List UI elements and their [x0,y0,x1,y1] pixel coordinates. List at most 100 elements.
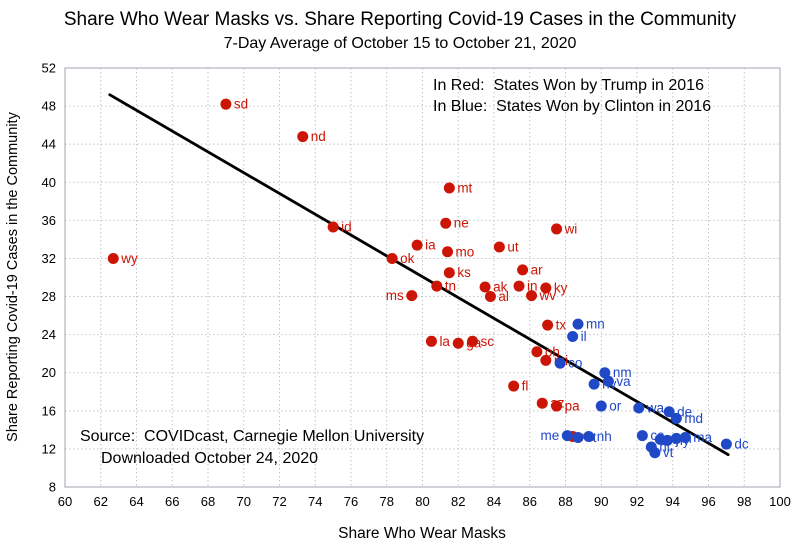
point-wi [551,223,563,235]
x-tick-label: 60 [58,494,72,509]
point-oh [531,346,543,358]
point-mn [572,318,584,330]
point-label-mo: mo [456,244,475,259]
source-line-2: Downloaded October 24, 2020 [101,450,318,467]
point-label-ut: ut [507,240,519,255]
point-wv [526,290,538,302]
x-tick-label: 86 [523,494,537,509]
y-tick-label: 44 [42,137,56,152]
y-tick-label: 28 [42,289,56,304]
x-tick-label: 94 [666,494,680,509]
point-ut [493,241,505,253]
point-label-vt: vt [663,445,674,460]
x-tick-label: 68 [201,494,215,509]
point-nv [588,378,600,390]
point-label-nm: nm [613,365,632,380]
x-tick-label: 64 [129,494,143,509]
point-label-wa: wa [646,400,665,415]
point-label-hi: hi [659,440,670,455]
point-label-in: in [527,279,538,294]
point-id [327,221,339,233]
point-ne [440,217,452,229]
point-tn [431,280,443,292]
point-wy [107,252,119,264]
point-co [554,357,566,369]
point-label-or: or [609,399,622,414]
point-label-wv: wv [539,288,557,303]
point-mi [540,354,552,366]
point-ca [636,430,648,442]
x-tick-label: 98 [737,494,751,509]
x-tick-label: 96 [701,494,715,509]
point-label-al: al [498,289,509,304]
point-label-sd: sd [234,97,248,112]
chart-title: Share Who Wear Masks vs. Share Reporting… [64,9,737,30]
point-nm [599,367,611,379]
y-tick-label: 16 [42,403,56,418]
point-label-me: me [541,428,560,443]
point-hi [645,441,657,453]
point-mt [443,182,455,194]
x-tick-label: 74 [308,494,322,509]
point-me [561,430,573,442]
point-la [425,335,437,347]
point-sd [220,98,232,110]
x-tick-label: 66 [165,494,179,509]
point-ia [411,239,423,251]
point-ny [661,434,673,446]
point-label-ma: ma [693,430,712,445]
point-label-wy: wy [120,251,138,266]
point-label-ky: ky [554,280,568,295]
point-label-id: id [341,220,352,235]
point-nd [297,131,309,143]
point-de [663,406,675,418]
x-tick-label: 72 [272,494,286,509]
point-label-dc: dc [734,437,749,452]
point-ct [572,431,584,443]
x-tick-label: 82 [451,494,465,509]
point-label-wi: wi [564,221,578,236]
point-sc [467,335,479,347]
point-ri [670,432,682,444]
point-label-nh: nh [597,429,612,444]
point-al [484,291,496,303]
x-tick-label: 84 [487,494,501,509]
point-nh [583,431,595,443]
plot-frame [64,67,781,488]
x-tick-label: 80 [415,494,429,509]
point-il [567,331,579,343]
point-label-sc: sc [481,334,495,349]
y-tick-label: 8 [49,480,56,495]
y-axis-title: Share Reporting Covid-19 Cases in the Co… [5,111,21,441]
point-ar [517,264,529,276]
point-label-ms: ms [386,288,404,303]
point-ky [540,282,552,294]
point-label-la: la [439,334,450,349]
point-label-il: il [581,329,587,344]
point-label-oh: oh [545,344,560,359]
point-label-md: md [684,411,703,426]
point-label-nd: nd [311,129,326,144]
point-az [536,397,548,409]
source-line-1: Source: COVIDcast, Carnegie Mellon Unive… [80,428,424,445]
x-tick-label: 76 [344,494,358,509]
point-label-ia: ia [425,238,436,253]
point-label-ak: ak [493,280,508,295]
x-axis-title: Share Who Wear Masks [338,525,506,542]
y-tick-label: 48 [42,99,56,114]
point-tx [542,319,554,331]
y-tick-label: 12 [42,441,56,456]
point-label-mt: mt [457,180,472,195]
point-ak [479,281,491,293]
plot-area: 60 62 64 66 68 70 72 74 76 78 80 82 84 86 88 90 92 94 96 98… [42,61,791,510]
point-in [513,280,525,292]
point-label-nv: nv [602,377,617,392]
point-label-tx: tx [556,318,567,333]
point-label-co: co [568,356,582,371]
point-label-mn: mn [586,317,605,332]
point-pa [551,400,563,412]
point-label-tn: tn [445,279,456,294]
trend-line [108,93,730,457]
